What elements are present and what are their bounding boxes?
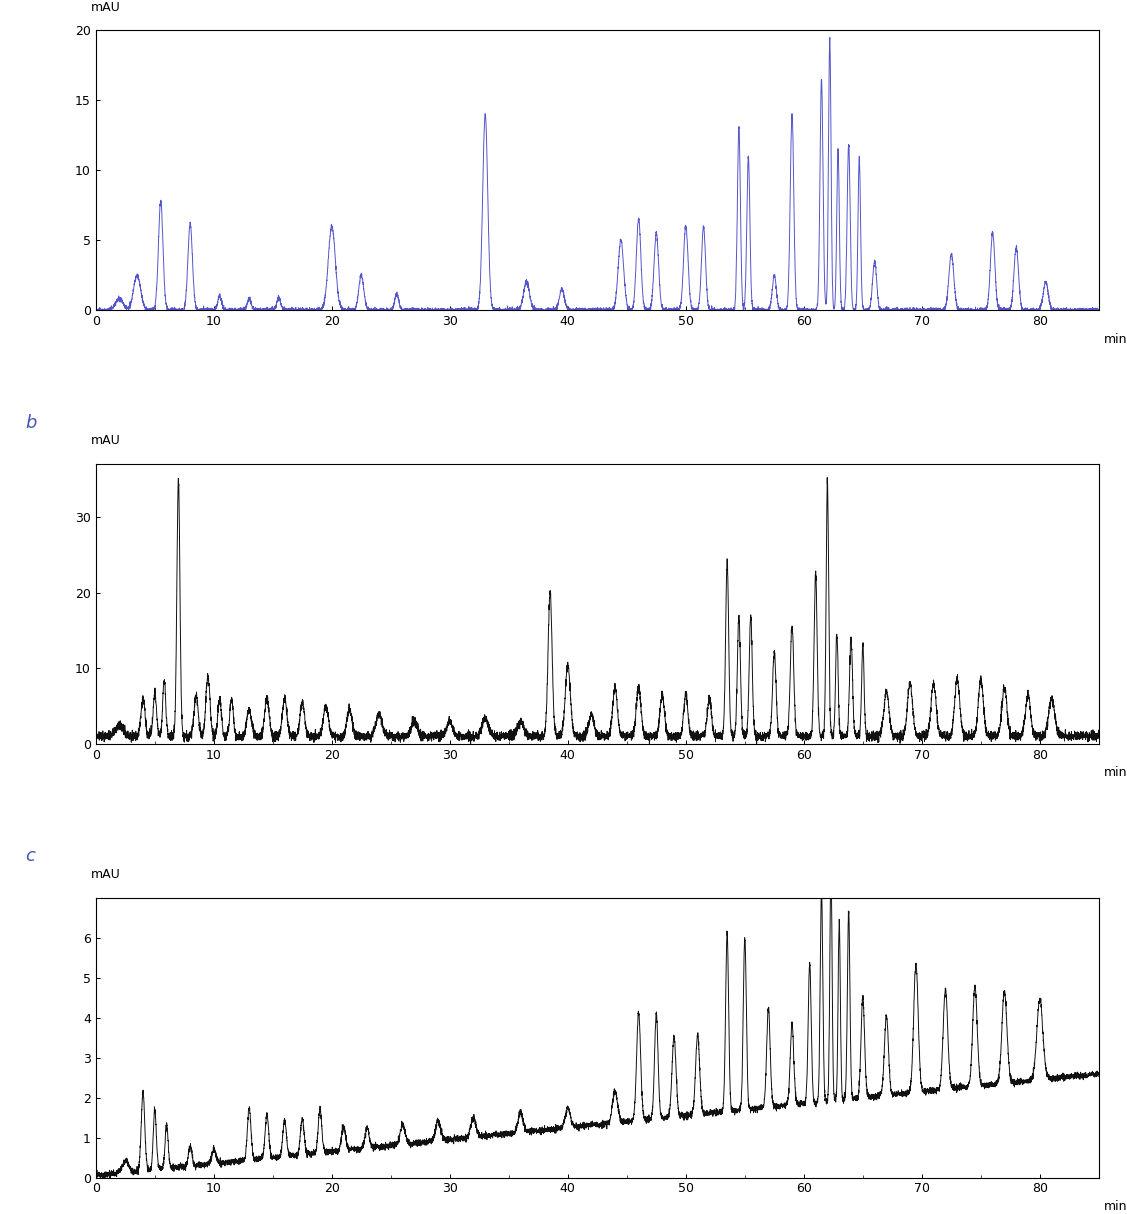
Text: min: min xyxy=(1103,333,1127,346)
Text: min: min xyxy=(1103,766,1127,779)
Text: mAU: mAU xyxy=(91,0,121,13)
Text: mAU: mAU xyxy=(91,435,121,447)
Text: mAU: mAU xyxy=(91,868,121,881)
Text: b: b xyxy=(26,414,37,432)
Text: min: min xyxy=(1103,1199,1127,1213)
Text: c: c xyxy=(26,847,35,866)
